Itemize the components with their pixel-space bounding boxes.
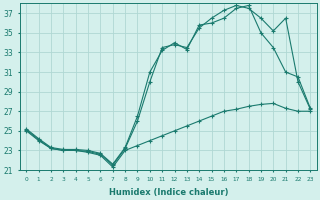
X-axis label: Humidex (Indice chaleur): Humidex (Indice chaleur) <box>108 188 228 197</box>
